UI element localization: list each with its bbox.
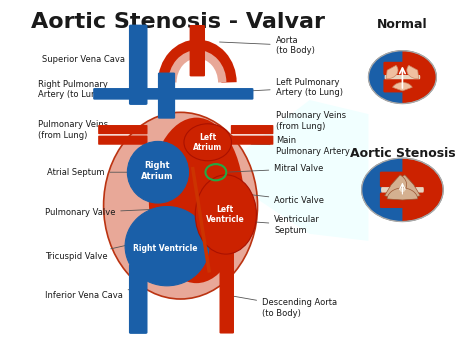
Text: Tricuspid Valve: Tricuspid Valve [45,240,151,261]
Text: Aortic Stenosis - Valvar: Aortic Stenosis - Valvar [31,12,325,32]
Text: Main
Pulmonary Artery: Main Pulmonary Artery [251,136,349,155]
Text: Atrial Septum: Atrial Septum [47,168,166,177]
FancyBboxPatch shape [98,136,147,145]
Ellipse shape [104,112,257,299]
Text: Right Pulmonary
Artery (to Lung): Right Pulmonary Artery (to Lung) [38,80,135,99]
Text: Left Pulmonary
Artery (to Lung): Left Pulmonary Artery (to Lung) [247,78,343,97]
Polygon shape [226,100,368,241]
FancyBboxPatch shape [380,172,425,187]
Wedge shape [386,65,398,79]
Ellipse shape [149,118,244,283]
Text: Left
Ventricle: Left Ventricle [206,205,244,224]
Ellipse shape [184,124,231,161]
FancyBboxPatch shape [129,264,147,334]
FancyBboxPatch shape [231,125,273,134]
Wedge shape [384,175,407,197]
Ellipse shape [381,176,424,204]
Wedge shape [407,65,419,79]
Text: Right
Atrium: Right Atrium [141,162,173,181]
Wedge shape [362,158,402,222]
FancyBboxPatch shape [172,88,254,100]
Text: Aortic Valve: Aortic Valve [242,194,324,205]
Text: Normal: Normal [377,18,428,31]
Text: Mitral Valve: Mitral Valve [228,164,324,173]
FancyBboxPatch shape [383,79,421,92]
Ellipse shape [195,175,256,254]
Text: Ventricular
Septum: Ventricular Septum [251,215,320,235]
Wedge shape [392,82,412,91]
FancyBboxPatch shape [383,62,421,75]
Text: Pulmonary Valve: Pulmonary Valve [45,208,155,217]
FancyBboxPatch shape [190,25,205,76]
FancyBboxPatch shape [93,88,163,100]
FancyBboxPatch shape [158,72,175,119]
Text: Aortic Stenosis: Aortic Stenosis [350,147,455,160]
Circle shape [400,187,405,192]
Text: Left
Atrium: Left Atrium [193,132,222,152]
Text: Inferior Vena Cava: Inferior Vena Cava [45,289,136,300]
FancyBboxPatch shape [98,125,147,134]
Text: Aorta
(to Body): Aorta (to Body) [219,36,315,55]
FancyBboxPatch shape [231,136,273,145]
Text: Superior Vena Cava: Superior Vena Cava [43,55,135,65]
Text: Pulmonary Veins
(from Lung): Pulmonary Veins (from Lung) [38,120,137,140]
Ellipse shape [128,141,189,203]
Wedge shape [387,188,418,200]
FancyBboxPatch shape [129,24,147,105]
FancyBboxPatch shape [219,250,234,334]
Wedge shape [398,175,420,197]
Ellipse shape [384,65,420,89]
Circle shape [362,158,443,222]
Wedge shape [368,51,402,104]
Text: Right Ventricle: Right Ventricle [133,244,198,253]
Circle shape [368,51,437,104]
FancyBboxPatch shape [380,192,425,208]
Text: Pulmonary Veins
(from Lung): Pulmonary Veins (from Lung) [260,111,346,131]
Text: Descending Aorta
(to Body): Descending Aorta (to Body) [232,296,337,317]
Ellipse shape [125,207,209,286]
